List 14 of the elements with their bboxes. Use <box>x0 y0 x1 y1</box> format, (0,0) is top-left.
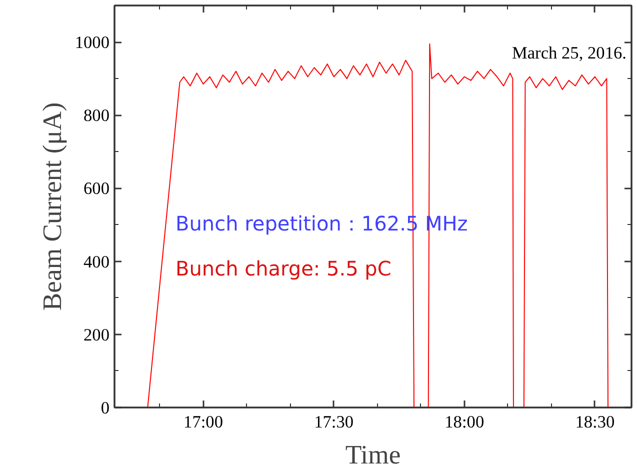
y-tick-label: 400 <box>84 252 110 272</box>
y-tick-label: 0 <box>100 398 110 418</box>
y-axis-title: Beam Current (μA) <box>36 102 67 311</box>
y-tick-label: 200 <box>84 325 110 344</box>
x-tick-label: 18:30 <box>575 412 615 432</box>
x-axis-title: Time <box>345 440 401 470</box>
x-tick-label: 17:30 <box>314 412 354 432</box>
annotation: March 25, 2016. <box>512 44 627 62</box>
annotation: Bunch charge: 5.5 pC <box>176 256 392 280</box>
y-tick-label: 1000 <box>74 33 110 52</box>
y-tick-label: 600 <box>84 179 110 198</box>
y-tick-label: 800 <box>84 106 110 126</box>
x-tick-label: 17:00 <box>184 412 224 432</box>
x-tick-label: 18:00 <box>444 412 484 432</box>
